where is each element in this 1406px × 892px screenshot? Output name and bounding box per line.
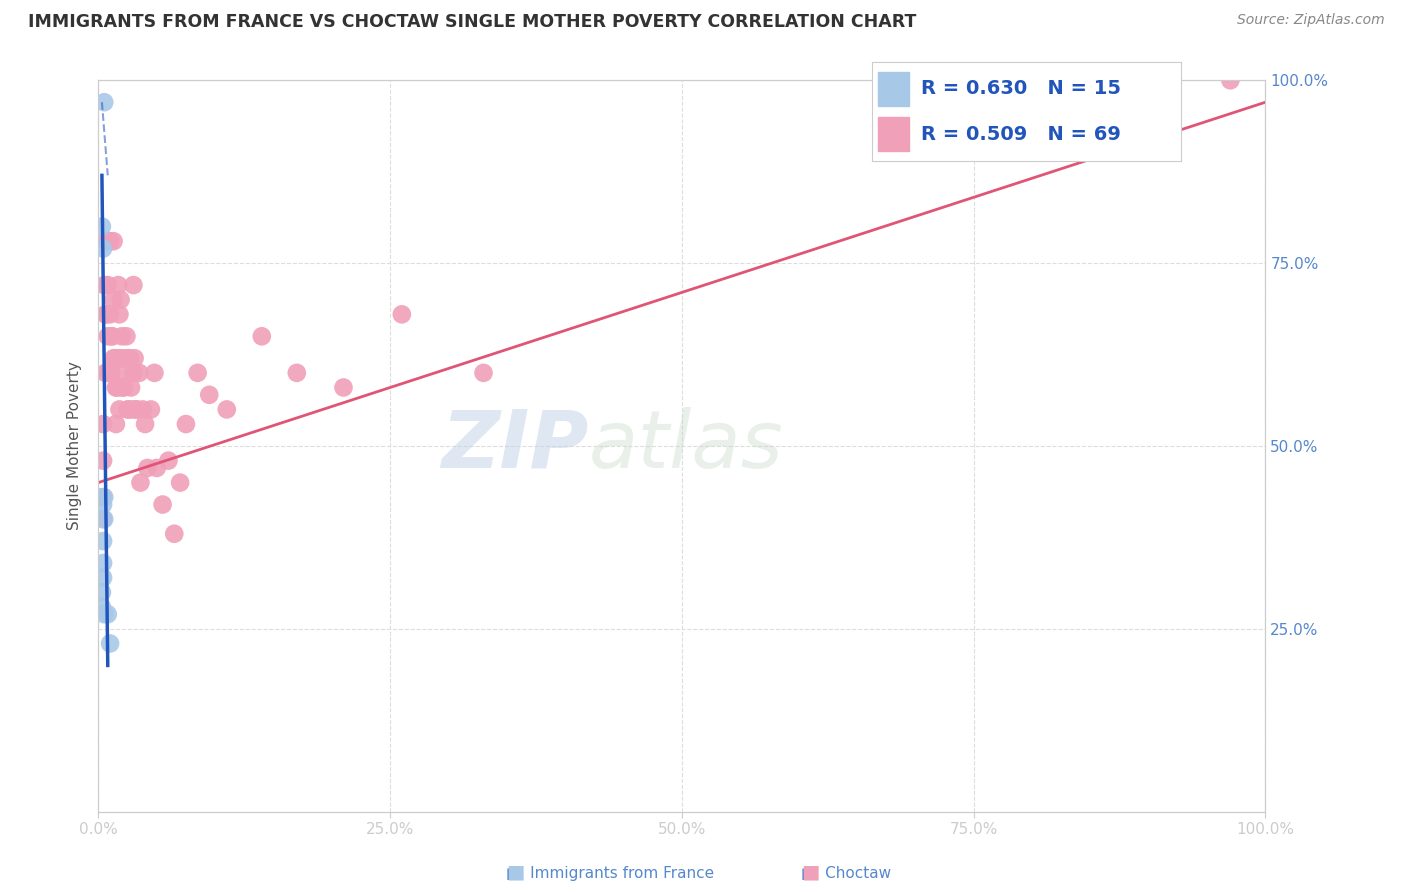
Point [98, 234, 121, 248]
Point [100, 329, 122, 343]
Point [152, 498, 174, 512]
Point [93, 95, 115, 110]
Point [91, 534, 114, 549]
Point [91, 556, 114, 570]
Point [146, 461, 169, 475]
Point [115, 329, 138, 343]
Point [97, 366, 120, 380]
Point [103, 234, 125, 248]
Point [128, 366, 150, 380]
Point [157, 453, 180, 467]
Point [107, 278, 129, 293]
Point [108, 402, 131, 417]
Point [198, 388, 221, 402]
Point [90, 490, 112, 504]
Point [122, 366, 145, 380]
Point [94, 307, 117, 321]
Point [122, 278, 145, 293]
Point [1219, 73, 1241, 87]
Point [96, 307, 118, 321]
Point [103, 351, 125, 366]
Point [134, 417, 156, 431]
Text: ZIP: ZIP [441, 407, 589, 485]
Text: ■: ■ [506, 863, 524, 881]
Point [94, 366, 117, 380]
Point [125, 402, 148, 417]
Point [472, 366, 495, 380]
Point [129, 475, 152, 490]
Point [136, 461, 159, 475]
Point [97, 278, 120, 293]
Bar [877, 72, 908, 105]
Point [93, 512, 115, 526]
Text: ■  Immigrants from France: ■ Immigrants from France [506, 866, 714, 881]
Point [90, 585, 112, 599]
Point [98, 307, 121, 321]
Point [121, 402, 143, 417]
Point [91, 417, 114, 431]
Point [174, 417, 197, 431]
Point [90, 599, 112, 614]
Point [108, 307, 131, 321]
Point [139, 402, 162, 417]
Point [91, 571, 114, 585]
Y-axis label: Single Mother Poverty: Single Mother Poverty [67, 361, 83, 531]
Point [91, 490, 114, 504]
Point [93, 490, 115, 504]
Point [103, 293, 125, 307]
Point [250, 329, 273, 343]
Point [91, 512, 114, 526]
Point [97, 329, 120, 343]
Text: ■  Choctaw: ■ Choctaw [801, 866, 891, 881]
Point [110, 293, 132, 307]
Text: R = 0.509   N = 69: R = 0.509 N = 69 [921, 125, 1121, 144]
Point [169, 475, 191, 490]
Text: atlas: atlas [589, 407, 783, 485]
Point [285, 366, 308, 380]
Point [91, 242, 114, 256]
Point [105, 351, 128, 366]
Point [332, 380, 354, 394]
Point [91, 453, 114, 467]
Point [93, 607, 115, 622]
Point [187, 366, 209, 380]
Text: IMMIGRANTS FROM FRANCE VS CHOCTAW SINGLE MOTHER POVERTY CORRELATION CHART: IMMIGRANTS FROM FRANCE VS CHOCTAW SINGLE… [28, 13, 917, 31]
Point [117, 402, 139, 417]
Point [96, 234, 118, 248]
Point [104, 380, 127, 394]
Point [105, 380, 128, 394]
Point [120, 380, 142, 394]
Point [111, 329, 134, 343]
Text: ■: ■ [801, 863, 820, 881]
Bar [877, 118, 908, 151]
Point [100, 366, 122, 380]
Point [125, 402, 148, 417]
Point [90, 219, 112, 234]
Point [117, 351, 139, 366]
Point [118, 402, 141, 417]
Point [215, 402, 238, 417]
Point [114, 366, 136, 380]
Point [118, 351, 141, 366]
Point [104, 351, 127, 366]
Point [97, 607, 120, 622]
Point [391, 307, 413, 321]
Point [93, 278, 115, 293]
Point [124, 351, 146, 366]
Point [163, 526, 186, 541]
Point [111, 380, 134, 394]
Point [111, 351, 134, 366]
Point [91, 498, 114, 512]
Point [143, 366, 166, 380]
Point [112, 380, 135, 394]
Point [98, 636, 121, 650]
Point [108, 351, 131, 366]
Point [101, 329, 124, 343]
Point [104, 417, 127, 431]
Point [132, 402, 155, 417]
Text: R = 0.630   N = 15: R = 0.630 N = 15 [921, 79, 1121, 98]
Text: Source: ZipAtlas.com: Source: ZipAtlas.com [1237, 13, 1385, 28]
